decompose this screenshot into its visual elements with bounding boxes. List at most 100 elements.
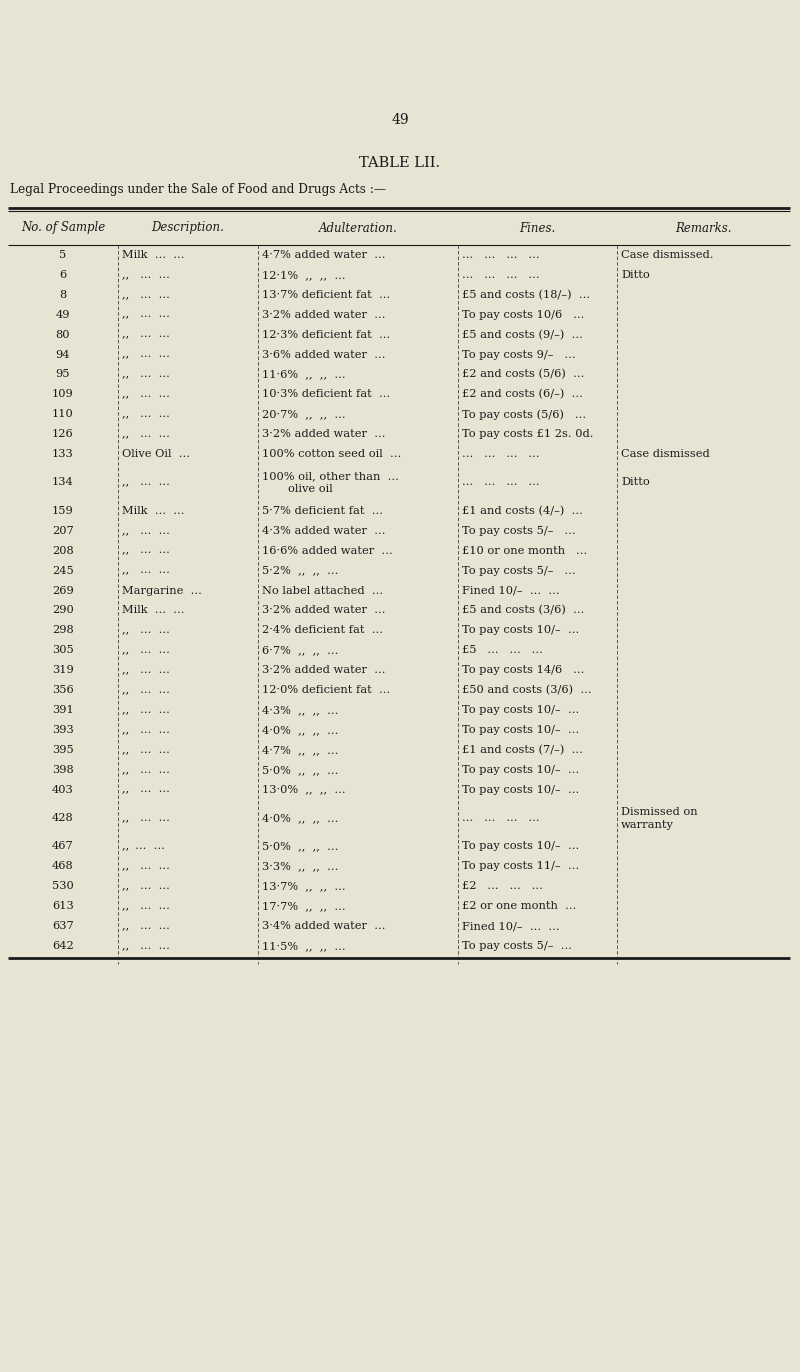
- Text: 3·2% added water  ...: 3·2% added water ...: [262, 310, 386, 320]
- Text: 4·7% added water  ...: 4·7% added water ...: [262, 250, 386, 259]
- Text: 356: 356: [52, 685, 74, 696]
- Text: 100% oil, other than  ...: 100% oil, other than ...: [262, 471, 399, 482]
- Text: 126: 126: [52, 429, 74, 439]
- Text: 3·4% added water  ...: 3·4% added water ...: [262, 921, 386, 932]
- Text: 94: 94: [56, 350, 70, 359]
- Text: ...   ...   ...   ...: ... ... ... ...: [462, 449, 540, 460]
- Text: Milk  ...  ...: Milk ... ...: [122, 250, 185, 259]
- Text: To pay costs 10/–  ...: To pay costs 10/– ...: [462, 764, 579, 775]
- Text: £2 and costs (5/6)  ...: £2 and costs (5/6) ...: [462, 369, 584, 380]
- Text: 305: 305: [52, 645, 74, 656]
- Text: ,,   ...  ...: ,, ... ...: [122, 310, 170, 320]
- Text: ,,   ...  ...: ,, ... ...: [122, 724, 170, 735]
- Text: 298: 298: [52, 626, 74, 635]
- Text: ,,   ...  ...: ,, ... ...: [122, 329, 170, 340]
- Text: 20·7%  ,,  ,,  ...: 20·7% ,, ,, ...: [262, 409, 346, 420]
- Text: Olive Oil  ...: Olive Oil ...: [122, 449, 190, 460]
- Text: To pay costs 5/–  ...: To pay costs 5/– ...: [462, 941, 572, 951]
- Text: 13·7% deficient fat  ...: 13·7% deficient fat ...: [262, 289, 390, 300]
- Text: 2·4% deficient fat  ...: 2·4% deficient fat ...: [262, 626, 383, 635]
- Text: 319: 319: [52, 665, 74, 675]
- Text: 80: 80: [56, 329, 70, 340]
- Text: 4·3% added water  ...: 4·3% added water ...: [262, 525, 386, 536]
- Text: 208: 208: [52, 546, 74, 556]
- Text: 269: 269: [52, 586, 74, 595]
- Text: No. of Sample: No. of Sample: [21, 221, 105, 235]
- Text: 428: 428: [52, 814, 74, 823]
- Text: ,,   ...  ...: ,, ... ...: [122, 270, 170, 280]
- Text: 49: 49: [391, 113, 409, 128]
- Text: Milk  ...  ...: Milk ... ...: [122, 605, 185, 616]
- Text: ,,   ...  ...: ,, ... ...: [122, 881, 170, 892]
- Text: 11·5%  ,,  ,,  ...: 11·5% ,, ,, ...: [262, 941, 346, 951]
- Text: 8: 8: [59, 289, 66, 300]
- Text: 5·0%  ,,  ,,  ...: 5·0% ,, ,, ...: [262, 841, 338, 852]
- Text: ,,   ...  ...: ,, ... ...: [122, 546, 170, 556]
- Text: 467: 467: [52, 841, 74, 852]
- Text: 17·7%  ,,  ,,  ...: 17·7% ,, ,, ...: [262, 901, 346, 911]
- Text: 12·1%  ,,  ,,  ...: 12·1% ,, ,, ...: [262, 270, 346, 280]
- Text: Ditto: Ditto: [621, 477, 650, 487]
- Text: Legal Proceedings under the Sale of Food and Drugs Acts :—: Legal Proceedings under the Sale of Food…: [10, 184, 386, 196]
- Text: ...   ...   ...   ...: ... ... ... ...: [462, 270, 540, 280]
- Text: 245: 245: [52, 565, 74, 576]
- Text: 403: 403: [52, 785, 74, 794]
- Text: 10·3% deficient fat  ...: 10·3% deficient fat ...: [262, 390, 390, 399]
- Text: To pay costs 10/–  ...: To pay costs 10/– ...: [462, 705, 579, 715]
- Text: ,,   ...  ...: ,, ... ...: [122, 289, 170, 300]
- Text: ,,   ...  ...: ,, ... ...: [122, 525, 170, 536]
- Text: 133: 133: [52, 449, 74, 460]
- Text: 207: 207: [52, 525, 74, 536]
- Text: olive oil: olive oil: [288, 484, 333, 494]
- Text: 530: 530: [52, 881, 74, 892]
- Text: To pay costs 10/6   ...: To pay costs 10/6 ...: [462, 310, 584, 320]
- Text: TABLE LII.: TABLE LII.: [359, 156, 441, 170]
- Text: Fined 10/–  ...  ...: Fined 10/– ... ...: [462, 921, 560, 932]
- Text: ,,   ...  ...: ,, ... ...: [122, 814, 170, 823]
- Text: To pay costs (5/6)   ...: To pay costs (5/6) ...: [462, 409, 586, 420]
- Text: To pay costs 5/–   ...: To pay costs 5/– ...: [462, 525, 576, 536]
- Text: ,,   ...  ...: ,, ... ...: [122, 705, 170, 715]
- Text: £2 and costs (6/–)  ...: £2 and costs (6/–) ...: [462, 390, 583, 399]
- Text: 3·6% added water  ...: 3·6% added water ...: [262, 350, 386, 359]
- Text: ,,   ...  ...: ,, ... ...: [122, 477, 170, 487]
- Text: To pay costs 5/–   ...: To pay costs 5/– ...: [462, 565, 576, 576]
- Text: 398: 398: [52, 764, 74, 775]
- Text: To pay costs 10/–  ...: To pay costs 10/– ...: [462, 841, 579, 852]
- Text: £1 and costs (7/–)  ...: £1 and costs (7/–) ...: [462, 745, 583, 755]
- Text: Dismissed on: Dismissed on: [621, 807, 698, 816]
- Text: ,,   ...  ...: ,, ... ...: [122, 626, 170, 635]
- Text: £5   ...   ...   ...: £5 ... ... ...: [462, 645, 543, 656]
- Text: 6: 6: [59, 270, 66, 280]
- Text: 110: 110: [52, 409, 74, 420]
- Text: 49: 49: [56, 310, 70, 320]
- Text: ,,   ...  ...: ,, ... ...: [122, 785, 170, 794]
- Text: Fined 10/–  ...  ...: Fined 10/– ... ...: [462, 586, 560, 595]
- Text: 109: 109: [52, 390, 74, 399]
- Text: £5 and costs (3/6)  ...: £5 and costs (3/6) ...: [462, 605, 584, 616]
- Text: 134: 134: [52, 477, 74, 487]
- Text: To pay costs 10/–  ...: To pay costs 10/– ...: [462, 785, 579, 794]
- Text: £10 or one month   ...: £10 or one month ...: [462, 546, 587, 556]
- Text: ...   ...   ...   ...: ... ... ... ...: [462, 477, 540, 487]
- Text: £5 and costs (9/–)  ...: £5 and costs (9/–) ...: [462, 329, 583, 340]
- Text: ,,   ...  ...: ,, ... ...: [122, 429, 170, 439]
- Text: Milk  ...  ...: Milk ... ...: [122, 506, 185, 516]
- Text: Remarks.: Remarks.: [675, 221, 732, 235]
- Text: 16·6% added water  ...: 16·6% added water ...: [262, 546, 393, 556]
- Text: ,,   ...  ...: ,, ... ...: [122, 565, 170, 576]
- Text: 100% cotton seed oil  ...: 100% cotton seed oil ...: [262, 449, 402, 460]
- Text: £1 and costs (4/–)  ...: £1 and costs (4/–) ...: [462, 506, 583, 516]
- Text: 6·7%  ,,  ,,  ...: 6·7% ,, ,, ...: [262, 645, 338, 656]
- Text: No label attached  ...: No label attached ...: [262, 586, 383, 595]
- Text: 5·7% deficient fat  ...: 5·7% deficient fat ...: [262, 506, 383, 516]
- Text: ,,   ...  ...: ,, ... ...: [122, 862, 170, 871]
- Text: ...   ...   ...   ...: ... ... ... ...: [462, 250, 540, 259]
- Text: 5: 5: [59, 250, 66, 259]
- Text: 4·0%  ,,  ,,  ...: 4·0% ,, ,, ...: [262, 724, 338, 735]
- Text: £2 or one month  ...: £2 or one month ...: [462, 901, 576, 911]
- Text: 3·3%  ,,  ,,  ...: 3·3% ,, ,, ...: [262, 862, 338, 871]
- Text: 12·3% deficient fat  ...: 12·3% deficient fat ...: [262, 329, 390, 340]
- Text: ,,   ...  ...: ,, ... ...: [122, 390, 170, 399]
- Text: 3·2% added water  ...: 3·2% added water ...: [262, 429, 386, 439]
